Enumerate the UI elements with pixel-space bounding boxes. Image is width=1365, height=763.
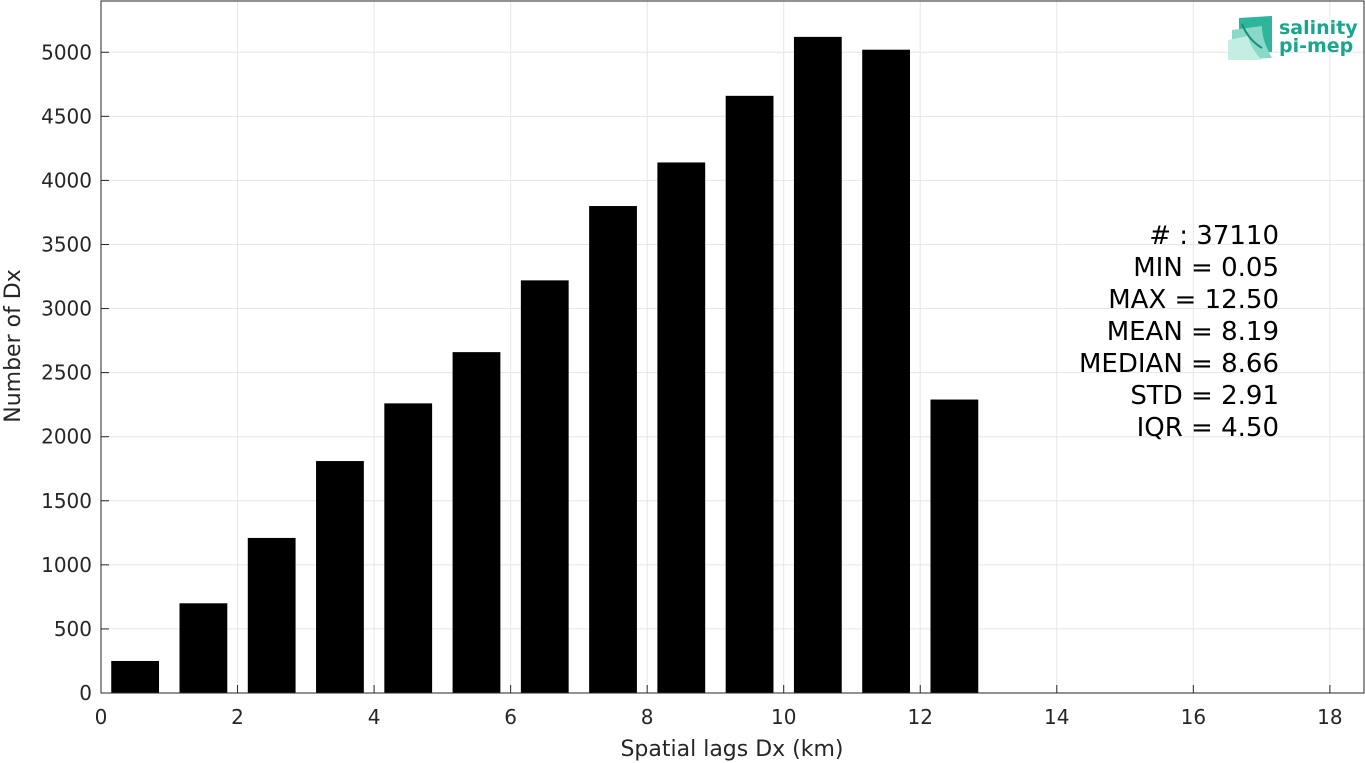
plot-frame (100, 0, 1365, 694)
bar (725, 95, 774, 693)
x-tick-label: 2 (231, 705, 244, 729)
stat-line: MEDIAN = 8.66 (1079, 349, 1279, 379)
stat-line: # : 37110 (1149, 221, 1279, 251)
x-axis-label: Spatial lags Dx (km) (620, 737, 843, 762)
x-tick-label: 8 (641, 705, 654, 729)
bar (316, 461, 364, 693)
tick-labels: 0 2 4 6 8 10 12 14 16 18 0 500 1000 1500 2000 2500 3000 3… (41, 40, 1342, 729)
x-tick-label: 16 (1181, 705, 1206, 729)
y-tick-label: 1500 (41, 489, 92, 513)
logo-text-line2: pi-mep (1279, 35, 1353, 57)
x-tick-label: 10 (771, 705, 796, 729)
y-tick-label: 3000 (41, 297, 92, 321)
bar (589, 206, 637, 693)
bar (862, 49, 911, 694)
y-tick-label: 1000 (41, 553, 92, 577)
x-tick-label: 18 (1317, 705, 1342, 729)
bar (793, 36, 842, 694)
bar (520, 280, 569, 693)
x-tick-label: 4 (368, 705, 381, 729)
y-tick-label: 4500 (41, 104, 92, 128)
x-tick-label: 0 (95, 705, 108, 729)
logo-wave-icon (1228, 16, 1272, 60)
y-tick-label: 2000 (41, 425, 92, 449)
bar (657, 162, 706, 693)
y-axis-label: Number of Dx (1, 269, 26, 423)
bar (384, 403, 433, 693)
y-tick-label: 4000 (41, 168, 92, 192)
axes (100, 0, 1365, 694)
y-tick-label: 5000 (41, 40, 92, 64)
y-tick-label: 2500 (41, 361, 92, 385)
bar (930, 399, 979, 693)
x-tick-label: 6 (504, 705, 517, 729)
bars (111, 36, 979, 694)
y-tick-label: 3500 (41, 232, 92, 256)
stat-line: MIN = 0.05 (1133, 253, 1279, 283)
bar (179, 603, 228, 693)
bar (111, 660, 160, 693)
logo-text-line1: salinity (1279, 17, 1358, 39)
stat-line: MEAN = 8.19 (1107, 317, 1279, 347)
bar (452, 352, 501, 693)
salinity-pi-mep-logo: salinity pi-mep (1228, 16, 1358, 60)
stat-line: STD = 2.91 (1130, 381, 1279, 411)
x-tick-label: 14 (1044, 705, 1069, 729)
y-tick-label: 0 (79, 681, 92, 705)
stat-line: IQR = 4.50 (1137, 413, 1279, 443)
y-tick-label: 500 (54, 617, 92, 641)
bar (247, 537, 296, 693)
x-tick-label: 12 (908, 705, 933, 729)
stat-line: MAX = 12.50 (1108, 285, 1279, 315)
